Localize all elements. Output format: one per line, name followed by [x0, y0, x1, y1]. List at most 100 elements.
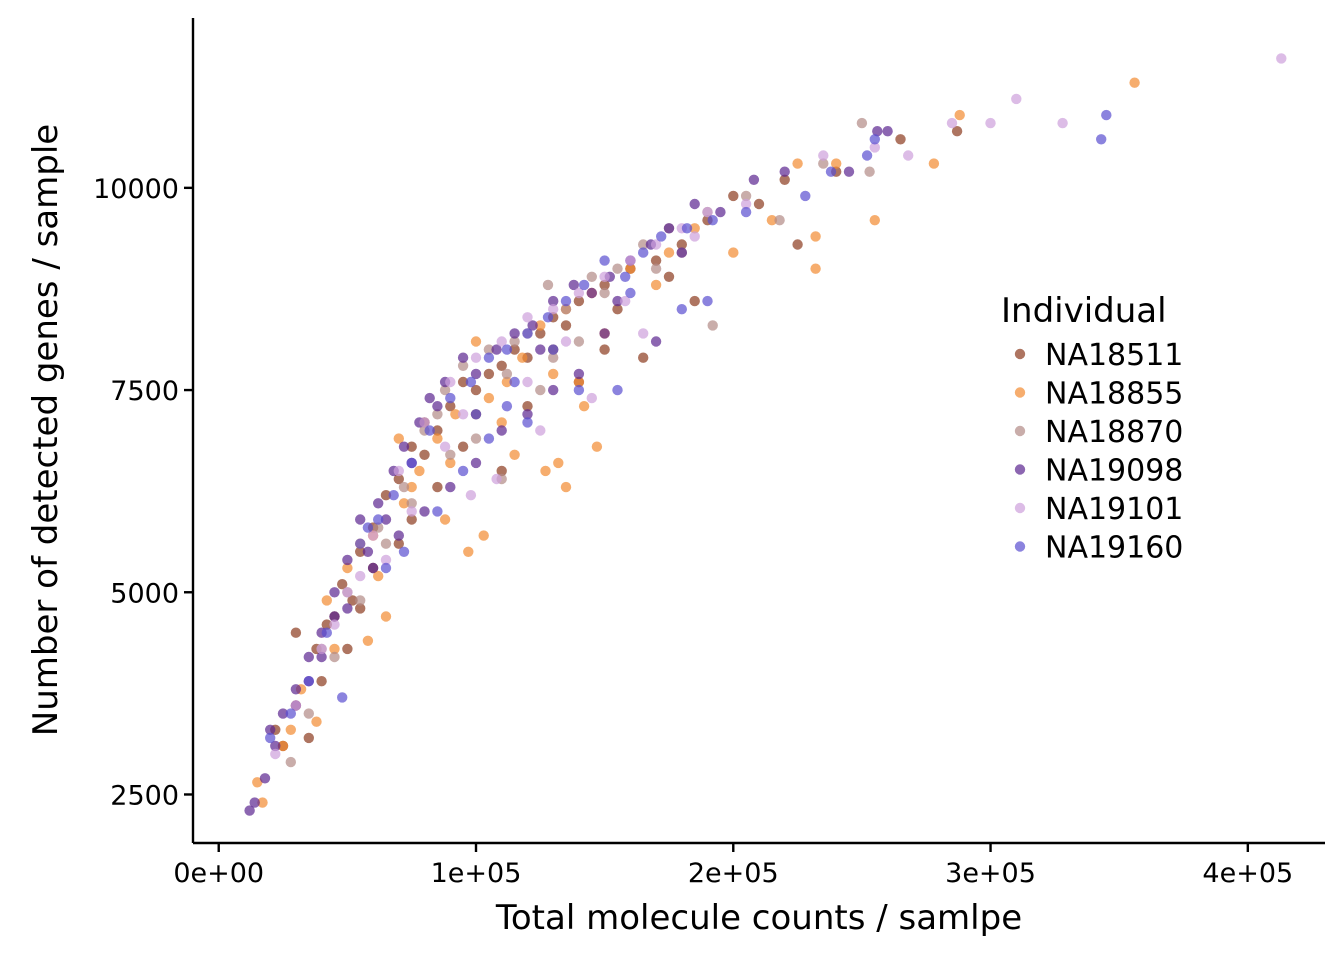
point-NA19098 — [573, 368, 585, 380]
point-NA18855 — [869, 215, 880, 226]
point-NA19160 — [620, 271, 631, 282]
point-NA18870 — [380, 538, 392, 549]
point-NA18855 — [573, 376, 585, 388]
point-NA19101 — [535, 425, 546, 436]
point-NA19098 — [527, 320, 538, 331]
point-NA19101 — [355, 570, 366, 582]
point-NA18870 — [457, 360, 469, 371]
point-NA18855 — [329, 643, 340, 655]
point-NA18855 — [1129, 77, 1140, 88]
point-NA18511 — [355, 546, 366, 557]
point-NA19160 — [337, 692, 348, 703]
point-NA18855 — [810, 231, 821, 242]
point-NA19160 — [509, 376, 520, 388]
y-axis-ticks: 2500 5000 7500 10000 — [93, 174, 193, 811]
point-NA19098 — [259, 773, 271, 784]
point-NA19098 — [522, 409, 533, 420]
legend-marker — [1014, 348, 1026, 360]
point-NA19101 — [406, 506, 417, 517]
point-NA19160 — [406, 457, 417, 469]
point-NA19160 — [825, 166, 837, 177]
point-NA19098 — [329, 611, 340, 622]
point-NA19098 — [303, 651, 314, 663]
point-NA19098 — [715, 206, 726, 218]
point-NA18870 — [560, 304, 572, 315]
point-NA18511 — [380, 490, 392, 501]
point-NA19098 — [329, 587, 340, 598]
point-NA19098 — [676, 247, 687, 258]
point-NA19101 — [316, 643, 327, 655]
point-NA18511 — [895, 134, 906, 145]
point-NA19098 — [355, 514, 366, 525]
point-NA18855 — [553, 457, 564, 469]
legend-title: Individual — [1001, 291, 1167, 331]
point-NA18870 — [406, 498, 417, 509]
point-NA18855 — [321, 595, 332, 606]
point-NA19098 — [586, 287, 597, 299]
legend-item-NA18511: NA18511 — [1014, 338, 1183, 373]
point-NA19098 — [249, 797, 260, 808]
point-NA18855 — [439, 514, 451, 525]
point-NA18511 — [676, 239, 687, 250]
y-axis-title: Number of detected genes / sample — [26, 124, 66, 736]
point-NA19160 — [501, 401, 513, 412]
point-NA18855 — [311, 716, 322, 727]
point-NA18855 — [445, 457, 456, 469]
legend-label: NA19098 — [1045, 454, 1183, 489]
point-NA18511 — [316, 676, 327, 687]
point-NA18511 — [509, 344, 520, 355]
point-NA19101 — [946, 117, 958, 129]
point-NA18855 — [362, 635, 374, 646]
point-NA19098 — [270, 740, 281, 752]
point-NA18870 — [586, 271, 597, 282]
point-NA18870 — [612, 263, 623, 274]
point-NA18511 — [445, 401, 456, 412]
point-NA18511 — [303, 732, 314, 744]
point-NA19160 — [702, 295, 713, 307]
point-NA19098 — [470, 457, 482, 469]
point-NA19101 — [1276, 53, 1287, 64]
point-NA18511 — [792, 239, 803, 250]
y-tick-label: 10000 — [93, 174, 179, 205]
legend-marker — [1014, 425, 1026, 437]
point-NA19160 — [599, 255, 610, 266]
point-NA18511 — [347, 595, 358, 606]
point-NA19160 — [560, 295, 572, 307]
point-NA19160 — [740, 206, 752, 218]
point-NA18511 — [599, 279, 610, 291]
point-NA19160 — [483, 352, 495, 363]
point-NA19101 — [393, 465, 404, 477]
point-NA19098 — [496, 425, 507, 436]
point-NA18855 — [285, 724, 296, 735]
point-NA19098 — [316, 651, 327, 663]
point-NA18511 — [470, 384, 482, 396]
point-NA18511 — [638, 352, 649, 363]
point-NA19098 — [612, 295, 623, 307]
point-NA18511 — [753, 198, 765, 210]
point-NA19160 — [578, 279, 590, 291]
point-NA19101 — [620, 295, 631, 307]
point-NA18511 — [355, 603, 366, 614]
point-NA18855 — [540, 465, 551, 477]
point-NA19101 — [903, 150, 914, 161]
point-NA19098 — [342, 554, 353, 566]
legend-label: NA18870 — [1045, 415, 1183, 450]
point-NA18855 — [257, 797, 268, 808]
point-NA19101 — [445, 376, 456, 388]
legend-item-NA18855: NA18855 — [1014, 377, 1183, 412]
point-NA19098 — [362, 546, 374, 557]
point-NA19160 — [380, 562, 392, 574]
point-NA18855 — [625, 263, 636, 274]
y-tick-label: 5000 — [110, 578, 179, 609]
point-NA18855 — [432, 433, 443, 444]
point-NA19098 — [445, 481, 456, 493]
point-NA19101 — [522, 312, 533, 323]
legend-label: NA19101 — [1045, 492, 1183, 527]
legend-item-NA19098: NA19098 — [1014, 454, 1183, 489]
points-layer — [244, 53, 1287, 816]
point-NA19160 — [522, 417, 533, 428]
point-NA19101 — [1011, 93, 1022, 105]
point-NA19160 — [265, 732, 276, 744]
point-NA18511 — [457, 376, 469, 388]
point-NA18855 — [650, 279, 662, 291]
